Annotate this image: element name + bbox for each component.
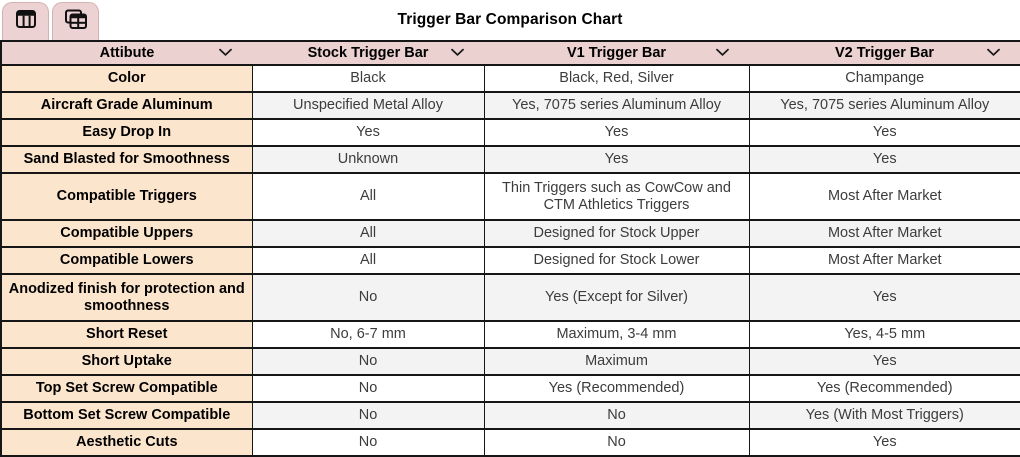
v1-cell[interactable]: Yes (Recommended) [483, 374, 750, 403]
v2-cell[interactable]: Yes [748, 273, 1020, 322]
table-row: Aesthetic Cuts No No Yes [0, 428, 1020, 457]
page-title: Trigger Bar Comparison Chart [397, 11, 623, 28]
tab-table-view[interactable] [2, 2, 49, 40]
row-label-cell[interactable]: Compatible Lowers [0, 246, 253, 275]
row-label-cell[interactable]: Aircraft Grade Aluminum [0, 91, 253, 120]
v1-cell[interactable]: Yes [483, 118, 750, 147]
stock-cell[interactable]: No [251, 401, 485, 430]
stacked-tables-icon [64, 9, 88, 35]
row-label-cell[interactable]: Easy Drop In [0, 118, 253, 147]
table-icon [15, 9, 37, 34]
table-row: Compatible Triggers All Thin Triggers su… [0, 172, 1020, 221]
v2-cell[interactable]: Yes (With Most Triggers) [748, 401, 1020, 430]
stock-cell[interactable]: No [251, 374, 485, 403]
stock-cell[interactable]: No [251, 273, 485, 322]
v2-cell[interactable]: Most After Market [748, 246, 1020, 275]
stock-cell[interactable]: Unknown [251, 145, 485, 174]
v2-cell[interactable]: Yes [748, 347, 1020, 376]
table-row: Bottom Set Screw Compatible No No Yes (W… [0, 401, 1020, 430]
column-header-label: V1 Trigger Bar [566, 44, 667, 61]
chevron-down-icon[interactable] [451, 45, 464, 62]
table-row: Aircraft Grade Aluminum Unspecified Meta… [0, 91, 1020, 120]
row-label-cell[interactable]: Aesthetic Cuts [0, 428, 253, 457]
v1-cell[interactable]: No [483, 428, 750, 457]
table-row: Short Uptake No Maximum Yes [0, 347, 1020, 376]
table-row: Easy Drop In Yes Yes Yes [0, 118, 1020, 147]
row-label-cell[interactable]: Sand Blasted for Smoothness [0, 145, 253, 174]
header-row: Attibute Stock Trigger Bar V1 Trigger Ba… [0, 40, 1020, 66]
column-header-label: Stock Trigger Bar [307, 44, 429, 61]
table-row: Compatible Uppers All Designed for Stock… [0, 219, 1020, 248]
row-label-cell[interactable]: Bottom Set Screw Compatible [0, 401, 253, 430]
v2-cell[interactable]: Yes, 7075 series Aluminum Alloy [748, 91, 1020, 120]
v1-cell[interactable]: Maximum, 3-4 mm [483, 320, 750, 349]
v2-cell[interactable]: Yes [748, 145, 1020, 174]
v1-cell[interactable]: Yes [483, 145, 750, 174]
table-row: Color Black Black, Red, Silver Champange [0, 64, 1020, 93]
table-row: Sand Blasted for Smoothness Unknown Yes … [0, 145, 1020, 174]
v1-cell[interactable]: Thin Triggers such as CowCow and CTM Ath… [483, 172, 750, 221]
table-row: Top Set Screw Compatible No Yes (Recomme… [0, 374, 1020, 403]
row-label-cell[interactable]: Short Reset [0, 320, 253, 349]
column-header-label: Attibute [99, 44, 155, 61]
v2-cell[interactable]: Most After Market [748, 219, 1020, 248]
chevron-down-icon[interactable] [219, 45, 232, 62]
v2-cell[interactable]: Yes [748, 428, 1020, 457]
stock-cell[interactable]: No [251, 428, 485, 457]
row-label-cell[interactable]: Top Set Screw Compatible [0, 374, 253, 403]
comparison-table: Attibute Stock Trigger Bar V1 Trigger Ba… [0, 40, 1020, 457]
stock-cell[interactable]: No [251, 347, 485, 376]
column-header-attribute[interactable]: Attibute [0, 40, 252, 66]
table-row: Compatible Lowers All Designed for Stock… [0, 246, 1020, 275]
row-label-cell[interactable]: Color [0, 64, 253, 93]
v1-cell[interactable]: No [483, 401, 750, 430]
table-row: Short Reset No, 6-7 mm Maximum, 3-4 mm Y… [0, 320, 1020, 349]
v1-cell[interactable]: Designed for Stock Upper [483, 219, 750, 248]
sheet-tab-bar [2, 2, 99, 40]
stock-cell[interactable]: Unspecified Metal Alloy [251, 91, 485, 120]
stock-cell[interactable]: No, 6-7 mm [251, 320, 485, 349]
v2-cell[interactable]: Yes [748, 118, 1020, 147]
top-bar: Trigger Bar Comparison Chart [0, 0, 1020, 40]
column-header-label: V2 Trigger Bar [834, 44, 935, 61]
v1-cell[interactable]: Black, Red, Silver [483, 64, 750, 93]
v2-cell[interactable]: Yes, 4-5 mm [748, 320, 1020, 349]
v1-cell[interactable]: Yes, 7075 series Aluminum Alloy [483, 91, 750, 120]
v1-cell[interactable]: Designed for Stock Lower [483, 246, 750, 275]
stock-cell[interactable]: Black [251, 64, 485, 93]
column-header-stock[interactable]: Stock Trigger Bar [252, 40, 484, 66]
stock-cell[interactable]: All [251, 246, 485, 275]
row-label-cell[interactable]: Compatible Triggers [0, 172, 253, 221]
stock-cell[interactable]: Yes [251, 118, 485, 147]
table-row: Anodized finish for protection and smoot… [0, 273, 1020, 322]
column-header-v2[interactable]: V2 Trigger Bar [749, 40, 1020, 66]
stock-cell[interactable]: All [251, 172, 485, 221]
tab-tables-overview[interactable] [52, 2, 99, 40]
row-label-cell[interactable]: Short Uptake [0, 347, 253, 376]
v2-cell[interactable]: Most After Market [748, 172, 1020, 221]
column-header-v1[interactable]: V1 Trigger Bar [484, 40, 749, 66]
v2-cell[interactable]: Yes (Recommended) [748, 374, 1020, 403]
row-label-cell[interactable]: Anodized finish for protection and smoot… [0, 273, 253, 322]
stock-cell[interactable]: All [251, 219, 485, 248]
v1-cell[interactable]: Yes (Except for Silver) [483, 273, 750, 322]
v1-cell[interactable]: Maximum [483, 347, 750, 376]
chevron-down-icon[interactable] [716, 45, 729, 62]
row-label-cell[interactable]: Compatible Uppers [0, 219, 253, 248]
chevron-down-icon[interactable] [987, 45, 1000, 62]
v2-cell[interactable]: Champange [748, 64, 1020, 93]
